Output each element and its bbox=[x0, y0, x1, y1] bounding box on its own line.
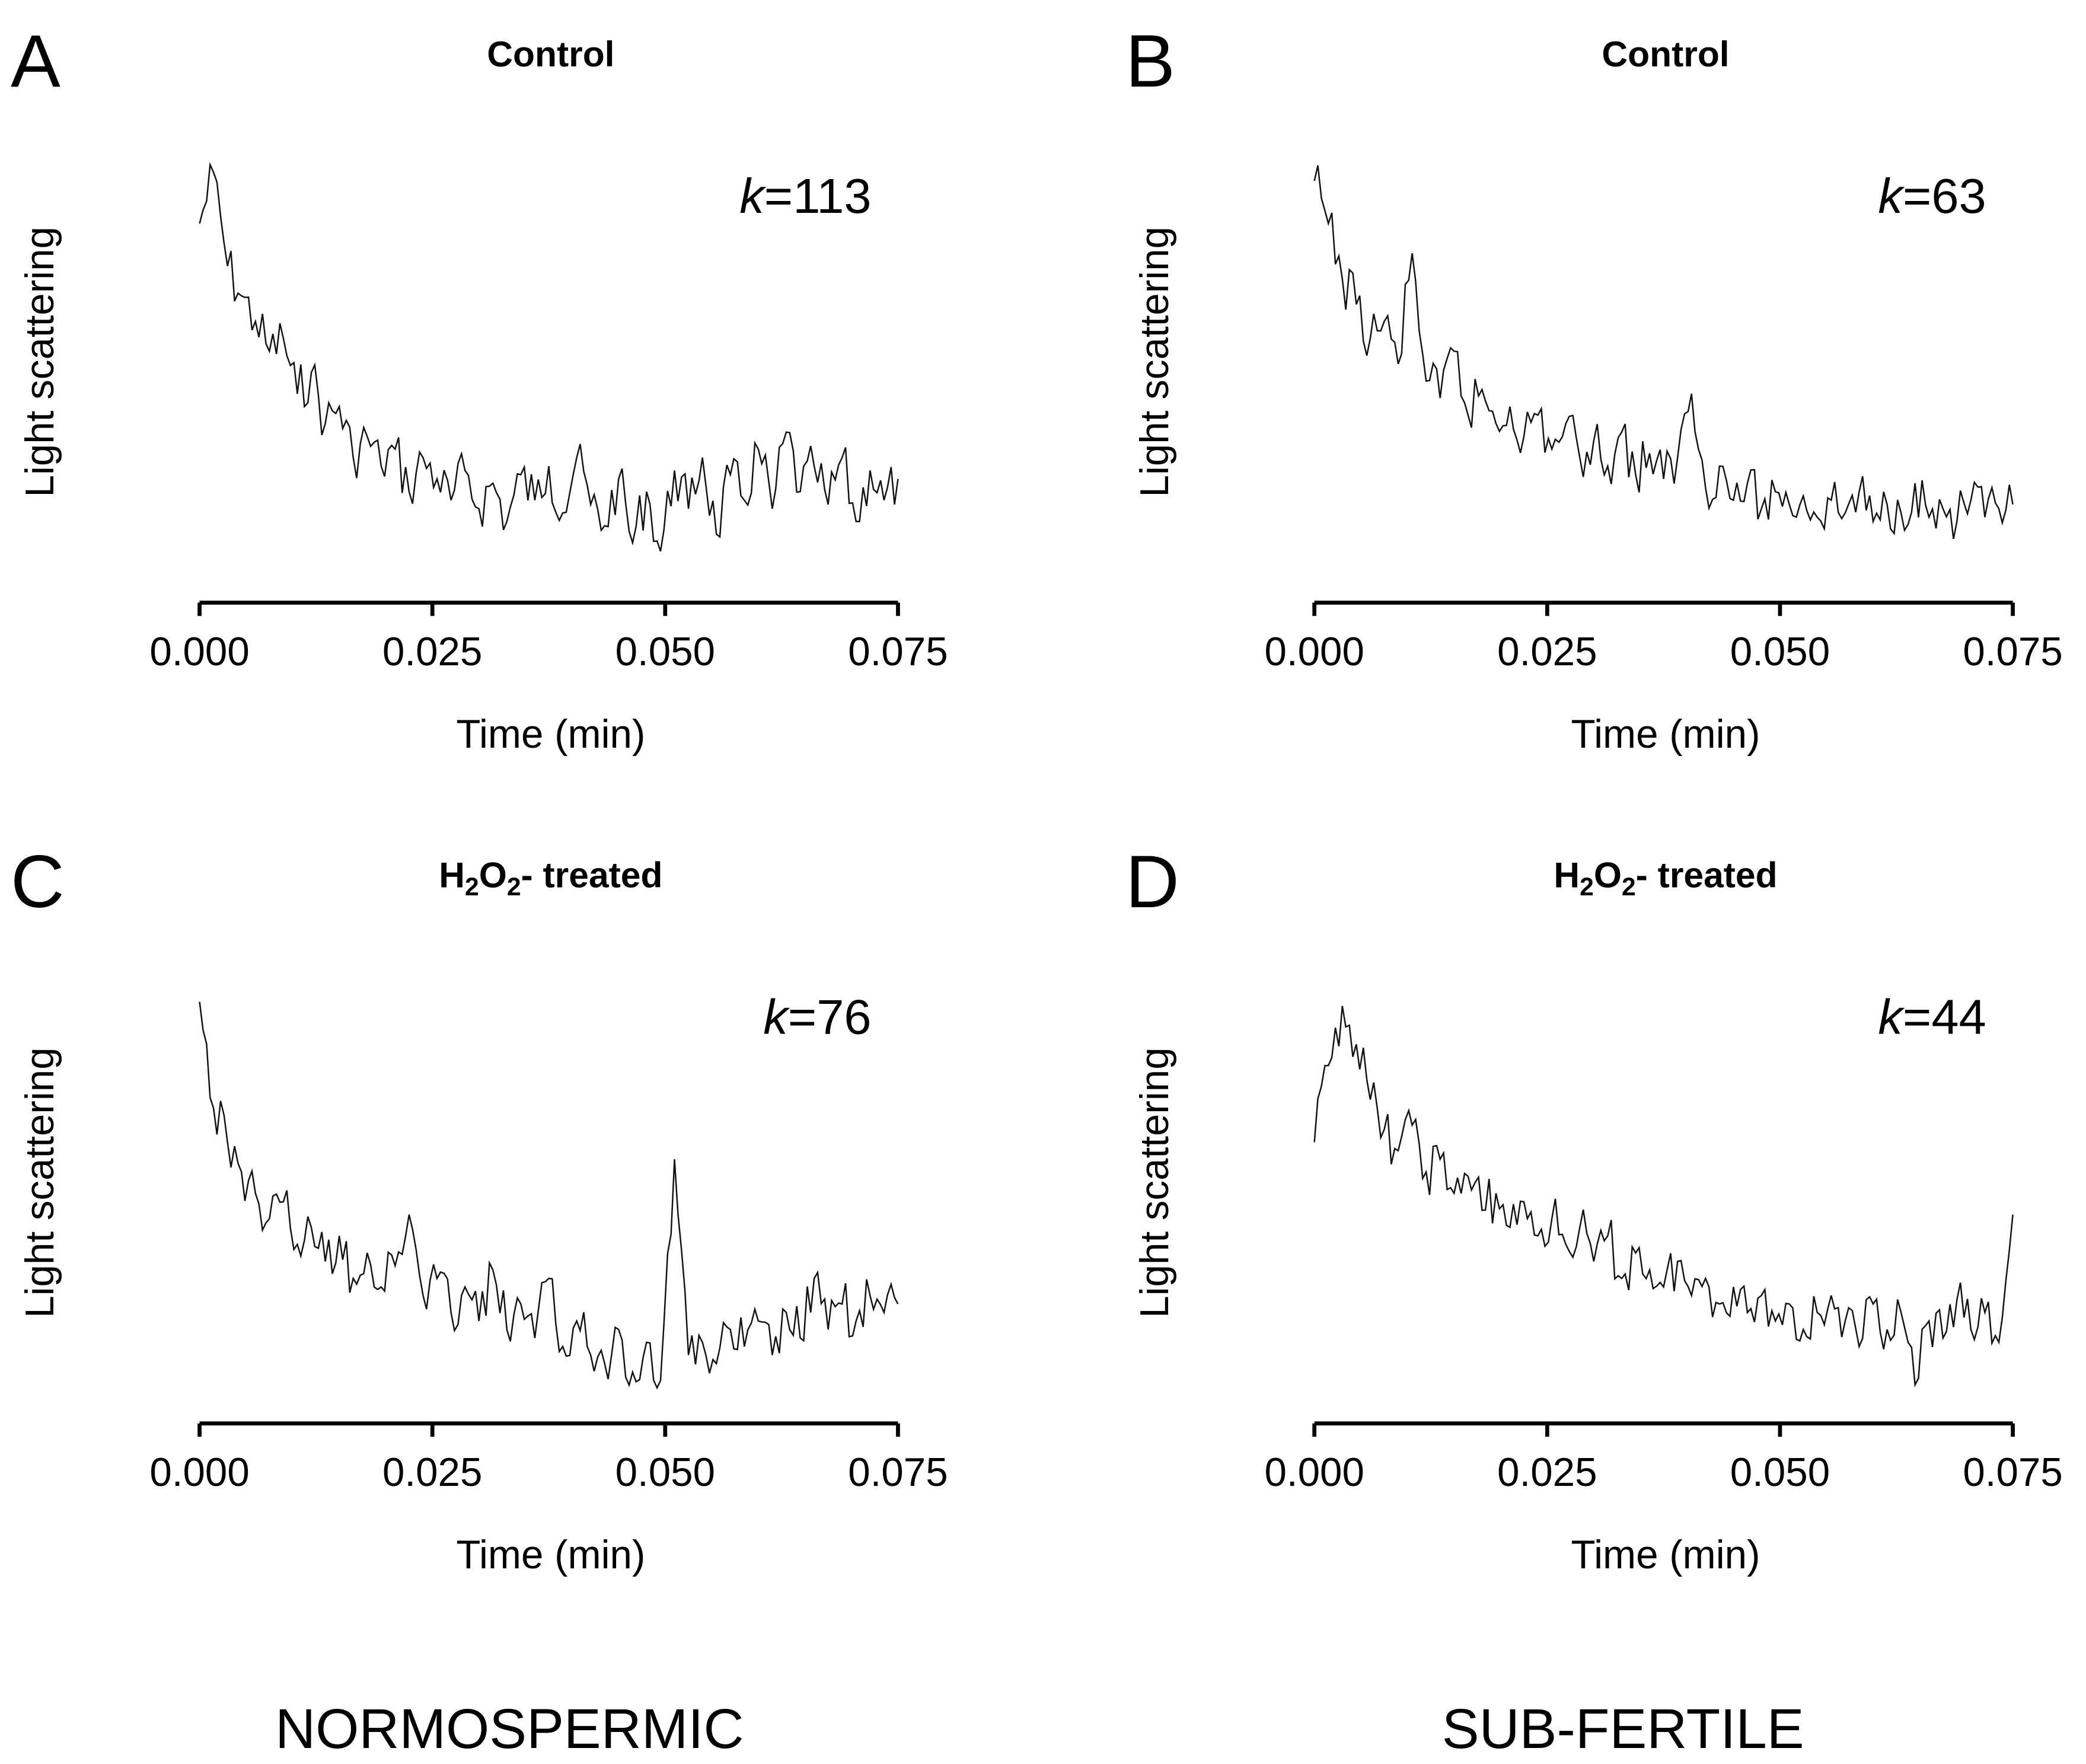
group-label-subfertile: SUB-FERTILE bbox=[1442, 1698, 1804, 1760]
k-annotation: k=113 bbox=[739, 168, 871, 224]
x-axis-label: Time (min) bbox=[1571, 712, 1760, 757]
k-label: k bbox=[739, 168, 766, 224]
k-value: =44 bbox=[1903, 989, 1986, 1044]
x-axis-label: Time (min) bbox=[456, 1533, 645, 1577]
k-annotation: k=76 bbox=[763, 989, 871, 1044]
k-value: =76 bbox=[788, 989, 872, 1044]
panel-a: A Control k=113 Light scattering 0.000 0.025 0… bbox=[11, 19, 948, 757]
x-tick-label: 0.050 bbox=[615, 630, 715, 674]
title-part: O bbox=[1594, 854, 1622, 895]
k-annotation: k=44 bbox=[1878, 989, 1986, 1044]
panel-title: Control bbox=[487, 34, 614, 74]
x-tick-label: 0.075 bbox=[848, 630, 948, 674]
x-tick-label: 0.075 bbox=[1963, 630, 2062, 674]
title-part: H bbox=[1554, 854, 1580, 895]
x-axis-label: Time (min) bbox=[1571, 1533, 1760, 1577]
x-tick-label: 0.050 bbox=[1730, 630, 1830, 674]
title-part: - treated bbox=[521, 854, 663, 895]
x-tick-label: 0.025 bbox=[382, 630, 482, 674]
panel-letter: C bbox=[11, 840, 65, 923]
k-annotation: k=63 bbox=[1878, 168, 1986, 224]
y-axis-label: Light scattering bbox=[1133, 227, 1177, 497]
title-part: O bbox=[479, 854, 507, 895]
title-subscript: 2 bbox=[507, 873, 521, 901]
panel-letter: A bbox=[11, 19, 60, 103]
k-label: k bbox=[1878, 989, 1905, 1044]
x-tick-label: 0.000 bbox=[1264, 630, 1364, 674]
x-tick-label: 0.000 bbox=[149, 630, 249, 674]
x-tick-label: 0.075 bbox=[848, 1450, 948, 1495]
title-subscript: 2 bbox=[1622, 873, 1636, 901]
x-tick-label: 0.025 bbox=[382, 1450, 482, 1495]
light-scattering-trace bbox=[199, 1001, 899, 1390]
title-subscript: 2 bbox=[1580, 873, 1594, 901]
x-tick-label: 0.025 bbox=[1497, 1450, 1597, 1495]
panel-title: H2O2- treated bbox=[1554, 854, 1777, 901]
y-axis-label: Light scattering bbox=[18, 1047, 62, 1318]
light-scattering-trace bbox=[199, 161, 899, 552]
x-tick-label: 0.050 bbox=[1730, 1450, 1830, 1495]
y-axis-label: Light scattering bbox=[18, 227, 62, 497]
panel-b: B Control k=63 Light scattering 0.000 0.025 0.… bbox=[1125, 19, 2063, 757]
light-scattering-trace bbox=[1313, 1006, 2014, 1387]
x-axis-label: Time (min) bbox=[456, 712, 645, 757]
title-subscript: 2 bbox=[465, 873, 479, 901]
x-tick-label: 0.000 bbox=[149, 1450, 249, 1495]
panel-title: H2O2- treated bbox=[439, 854, 662, 901]
x-tick-label: 0.050 bbox=[615, 1450, 715, 1495]
k-value: =63 bbox=[1903, 168, 1986, 224]
x-tick-label: 0.075 bbox=[1963, 1450, 2062, 1495]
light-scattering-trace bbox=[1313, 165, 2014, 540]
x-tick-label: 0.000 bbox=[1264, 1450, 1364, 1495]
title-part: H bbox=[439, 854, 465, 895]
x-tick-label: 0.025 bbox=[1497, 630, 1597, 674]
title-part: - treated bbox=[1636, 854, 1778, 895]
panel-letter: D bbox=[1125, 840, 1179, 923]
k-label: k bbox=[763, 989, 790, 1044]
y-axis-label: Light scattering bbox=[1133, 1047, 1177, 1318]
group-label-normospermic: NORMOSPERMIC bbox=[275, 1698, 744, 1760]
panel-title: Control bbox=[1602, 34, 1729, 74]
k-label: k bbox=[1878, 168, 1905, 224]
k-value: =113 bbox=[764, 168, 872, 224]
panel-letter: B bbox=[1125, 19, 1175, 103]
